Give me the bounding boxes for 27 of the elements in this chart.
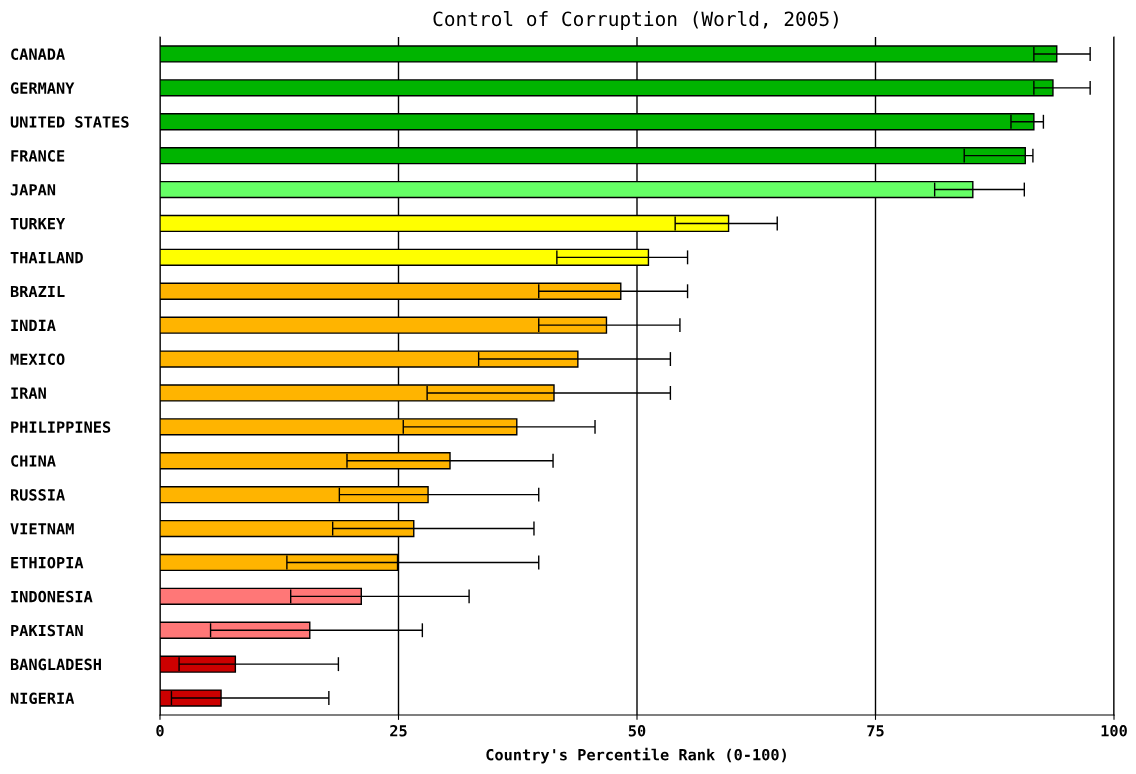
y-tick-label: INDONESIA (11, 590, 93, 603)
y-tick-label: MEXICO (10, 353, 65, 366)
x-tick-label: 0 (156, 724, 164, 737)
y-tick-label: VIETNAM (10, 523, 74, 535)
x-axis-title: Country's Percentile Rank (0-100) (486, 747, 786, 764)
y-tick-label: JAPAN (10, 184, 56, 196)
y-tick-label: INDIA (11, 319, 56, 331)
x-tick-label: 75 (867, 725, 884, 737)
y-tick-label: UNITED STATES (10, 116, 129, 128)
y-tick-label: CHINA (11, 455, 56, 467)
y-tick-label: GERMANY (10, 82, 75, 94)
y-tick-label: BRAZIL (10, 285, 65, 298)
y-tick-label: IRAN (11, 387, 46, 399)
x-tick-label: 100 (1101, 724, 1127, 737)
chart-title: Control of Corruption (World, 2005) (433, 11, 838, 30)
y-tick-label: TURKEY (10, 218, 66, 230)
y-tick-label: PAKISTAN (11, 624, 83, 637)
y-tick-label: ETHIOPIA (11, 556, 84, 569)
y-tick-label: NIGERIA (10, 692, 75, 705)
y-tick-label: RUSSIA (10, 489, 65, 501)
y-tick-label: FRANCE (11, 150, 65, 162)
y-tick-label: CANADA (11, 48, 65, 60)
y-tick-label: PHILIPPINES (11, 421, 111, 433)
y-tick-label: BANGLADESH (10, 658, 101, 671)
x-tick-label: 50 (628, 724, 646, 737)
x-tick-label: 25 (390, 724, 407, 737)
y-tick-label: THAILAND (10, 252, 83, 264)
